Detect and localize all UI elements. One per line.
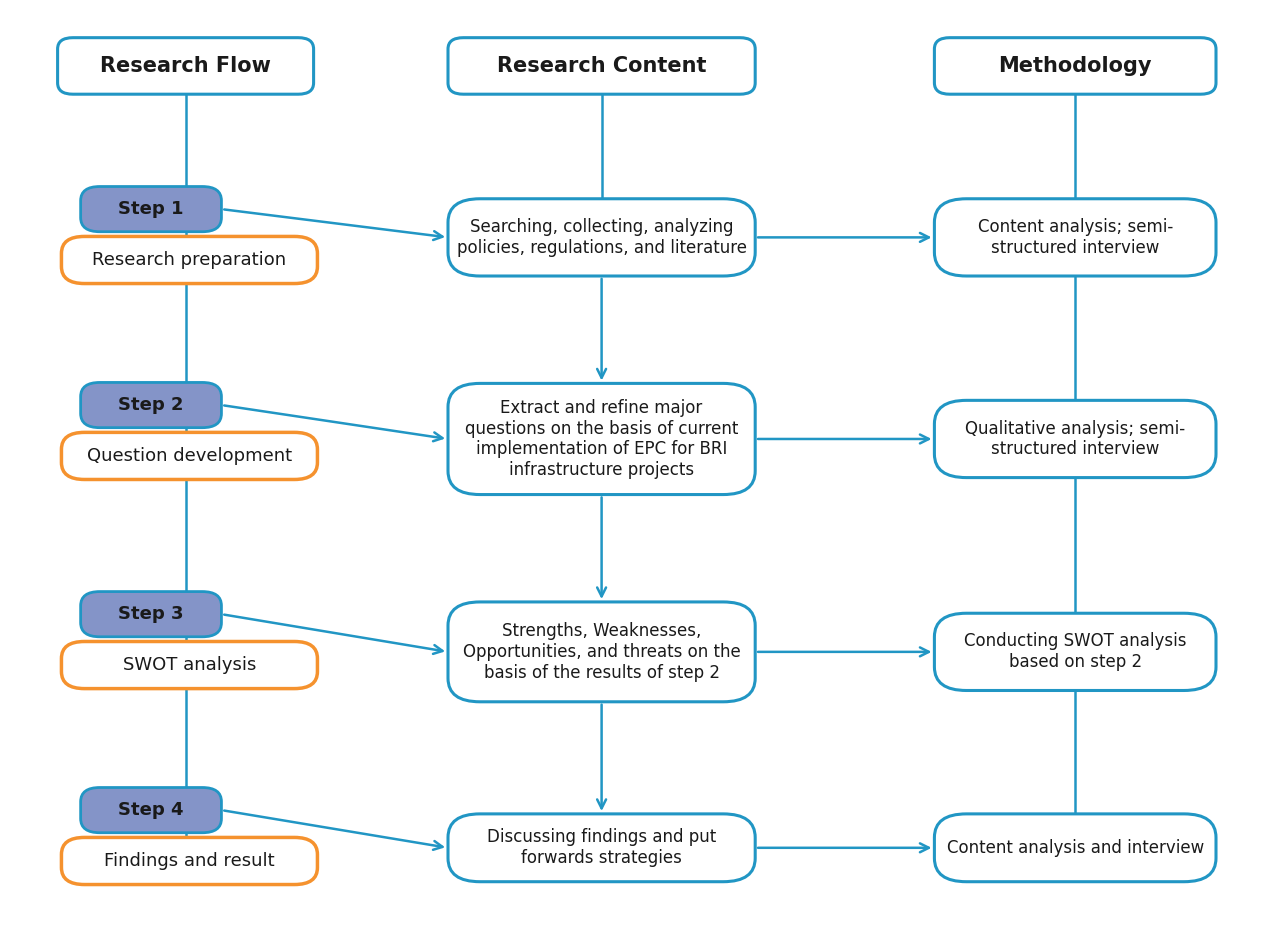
FancyBboxPatch shape: [934, 38, 1216, 94]
FancyBboxPatch shape: [81, 788, 221, 833]
Text: Research Flow: Research Flow: [100, 56, 271, 76]
Text: Searching, collecting, analyzing
policies, regulations, and literature: Searching, collecting, analyzing policie…: [457, 218, 746, 257]
FancyBboxPatch shape: [448, 383, 755, 495]
Text: SWOT analysis: SWOT analysis: [123, 656, 256, 674]
FancyBboxPatch shape: [448, 602, 755, 702]
Text: Findings and result: Findings and result: [104, 852, 275, 870]
FancyBboxPatch shape: [934, 199, 1216, 276]
FancyBboxPatch shape: [934, 613, 1216, 690]
Text: Strengths, Weaknesses,
Opportunities, and threats on the
basis of the results of: Strengths, Weaknesses, Opportunities, an…: [463, 622, 740, 682]
FancyBboxPatch shape: [61, 432, 317, 479]
Text: Extract and refine major
questions on the basis of current
implementation of EPC: Extract and refine major questions on th…: [465, 398, 739, 479]
FancyBboxPatch shape: [61, 236, 317, 284]
Text: Step 2: Step 2: [118, 396, 184, 414]
FancyBboxPatch shape: [448, 38, 755, 94]
FancyBboxPatch shape: [448, 199, 755, 276]
Text: Qualitative analysis; semi-
structured interview: Qualitative analysis; semi- structured i…: [965, 419, 1185, 459]
Text: Question development: Question development: [87, 447, 292, 465]
FancyBboxPatch shape: [934, 400, 1216, 478]
FancyBboxPatch shape: [81, 592, 221, 637]
FancyBboxPatch shape: [58, 38, 314, 94]
Text: Methodology: Methodology: [998, 56, 1152, 76]
Text: Step 3: Step 3: [118, 605, 184, 624]
FancyBboxPatch shape: [61, 837, 317, 885]
Text: Content analysis; semi-
structured interview: Content analysis; semi- structured inter…: [978, 218, 1172, 257]
FancyBboxPatch shape: [81, 187, 221, 232]
Text: Step 1: Step 1: [118, 200, 184, 219]
Text: Conducting SWOT analysis
based on step 2: Conducting SWOT analysis based on step 2: [964, 632, 1187, 672]
Text: Research Content: Research Content: [497, 56, 707, 76]
FancyBboxPatch shape: [61, 642, 317, 689]
FancyBboxPatch shape: [448, 814, 755, 882]
FancyBboxPatch shape: [934, 814, 1216, 882]
Text: Discussing findings and put
forwards strategies: Discussing findings and put forwards str…: [486, 828, 717, 868]
Text: Content analysis and interview: Content analysis and interview: [947, 838, 1203, 857]
Text: Step 4: Step 4: [118, 801, 184, 820]
Text: Research preparation: Research preparation: [92, 251, 287, 269]
FancyBboxPatch shape: [81, 382, 221, 428]
